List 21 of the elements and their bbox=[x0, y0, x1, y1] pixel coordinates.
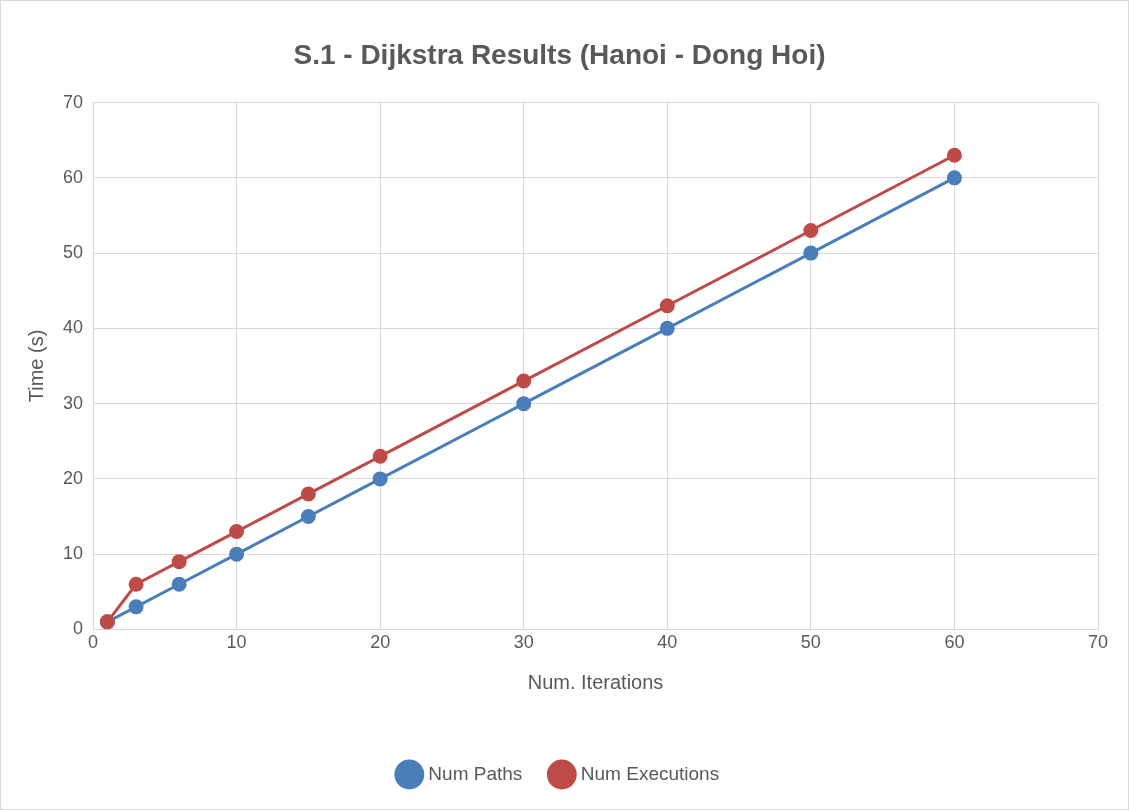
y-axis-title: Time (s) bbox=[24, 329, 47, 403]
y-tick-label: 40 bbox=[62, 317, 84, 338]
x-tick-label: 40 bbox=[657, 632, 678, 653]
chart-title: S.1 - Dijkstra Results (Hanoi - Dong Hoi) bbox=[293, 38, 826, 70]
x-tick-label: 70 bbox=[1087, 632, 1109, 653]
x-tick-label: 0 bbox=[88, 632, 99, 653]
y-tick-label: 30 bbox=[62, 392, 84, 413]
x-tick-label: 10 bbox=[226, 632, 247, 653]
y-tick-label: 70 bbox=[62, 91, 84, 112]
y-tick-label: 60 bbox=[62, 166, 84, 187]
y-tick-label: 0 bbox=[73, 618, 84, 639]
legend-label: Num Executions bbox=[580, 762, 720, 784]
y-tick-label: 50 bbox=[62, 242, 84, 263]
legend-label: Num Paths bbox=[428, 762, 523, 784]
y-tick-label: 10 bbox=[62, 543, 84, 564]
x-tick-label: 20 bbox=[370, 632, 391, 653]
x-tick-label: 60 bbox=[944, 632, 965, 653]
x-tick-label: 30 bbox=[513, 632, 534, 653]
x-axis-title: Num. Iterations bbox=[527, 670, 664, 693]
y-tick-label: 20 bbox=[62, 467, 84, 488]
x-tick-label: 50 bbox=[800, 632, 821, 653]
